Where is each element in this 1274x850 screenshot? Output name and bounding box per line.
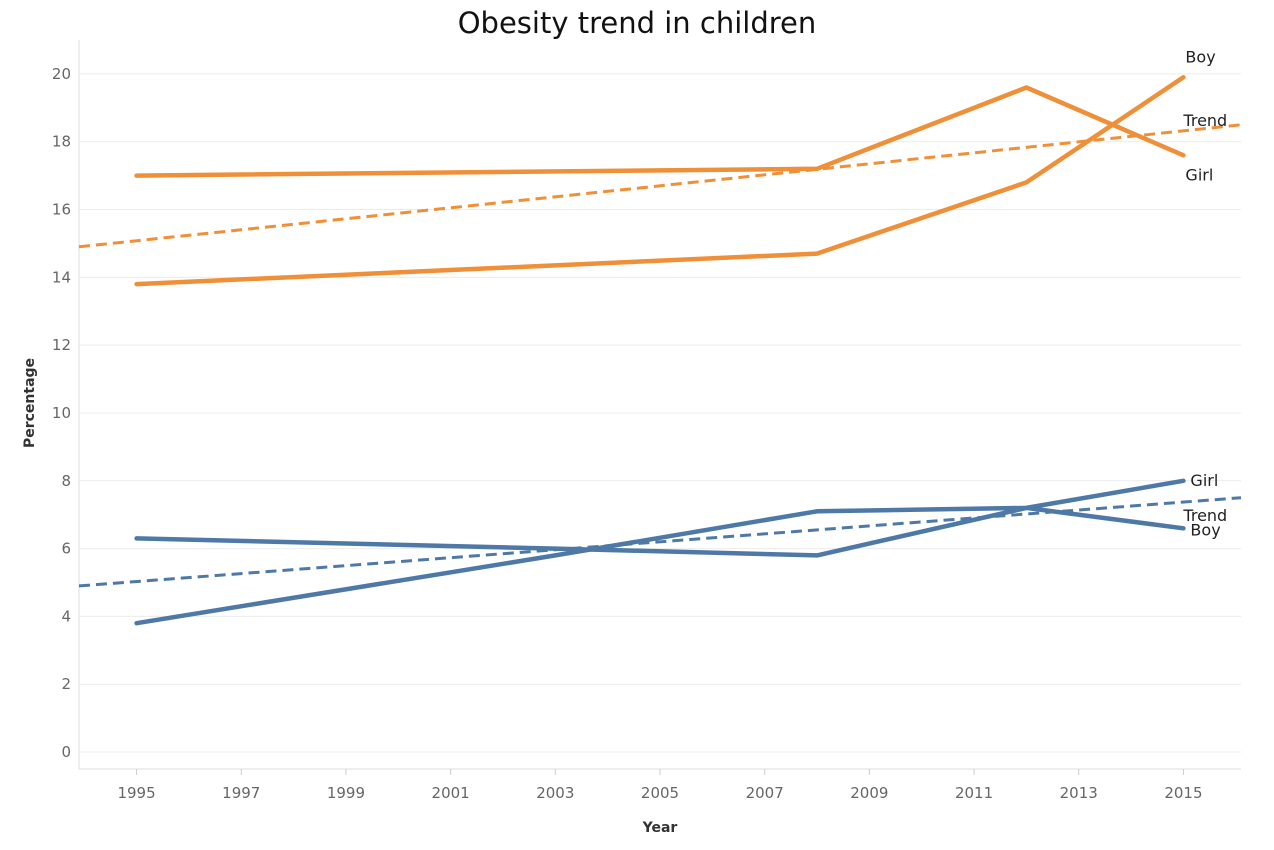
x-tick-label: 2003: [536, 784, 574, 802]
orange-boy-line: [134, 75, 1186, 287]
y-tick-label: 2: [61, 675, 71, 693]
chart-title: Obesity trend in children: [457, 6, 817, 40]
y-tick-label: 12: [52, 336, 71, 354]
y-tick-label: 16: [52, 201, 71, 219]
x-tick-label: 2007: [746, 784, 784, 802]
orange-girl-line: [134, 85, 1186, 178]
y-tick-label: 8: [61, 472, 71, 490]
x-tick-label: 1999: [327, 784, 365, 802]
blue-boy-line: [134, 505, 1186, 558]
series-end-label: Boy: [1190, 520, 1220, 539]
series-end-label: Trend: [1182, 111, 1227, 130]
y-tick-label: 18: [52, 133, 71, 151]
blue-girl-line: [134, 478, 1186, 626]
y-tick-label: 0: [61, 743, 71, 761]
y-tick-label: 14: [52, 268, 71, 286]
orange-trend-line: [78, 123, 1242, 249]
x-tick-label: 2001: [432, 784, 470, 802]
x-tick-label: 2013: [1060, 784, 1098, 802]
y-tick-label: 6: [61, 540, 71, 558]
blue-trend-line: [78, 496, 1242, 588]
x-tick-label: 2005: [641, 784, 679, 802]
y-axis-title: Percentage: [22, 358, 38, 448]
axes: 0 2 4 6 8 10 12 14 16 18 20 1995 1997 1999 2001 2003 200…: [52, 40, 1241, 802]
y-tick-label: 10: [52, 404, 71, 422]
x-tick-label: 2009: [850, 784, 888, 802]
series-end-label: Girl: [1185, 165, 1213, 184]
series-end-label: Trend: [1182, 506, 1227, 525]
x-tick-label: 2015: [1164, 784, 1202, 802]
x-tick-label: 1995: [117, 784, 155, 802]
series-end-label: Boy: [1185, 47, 1215, 66]
x-tick-label: 1997: [222, 784, 260, 802]
y-tick-label: 4: [61, 607, 71, 625]
y-tick-label: 20: [52, 65, 71, 83]
series-lines: [78, 75, 1242, 626]
series-end-label: Girl: [1190, 471, 1218, 490]
x-tick-label: 2011: [955, 784, 993, 802]
x-axis-title: Year: [642, 820, 678, 836]
